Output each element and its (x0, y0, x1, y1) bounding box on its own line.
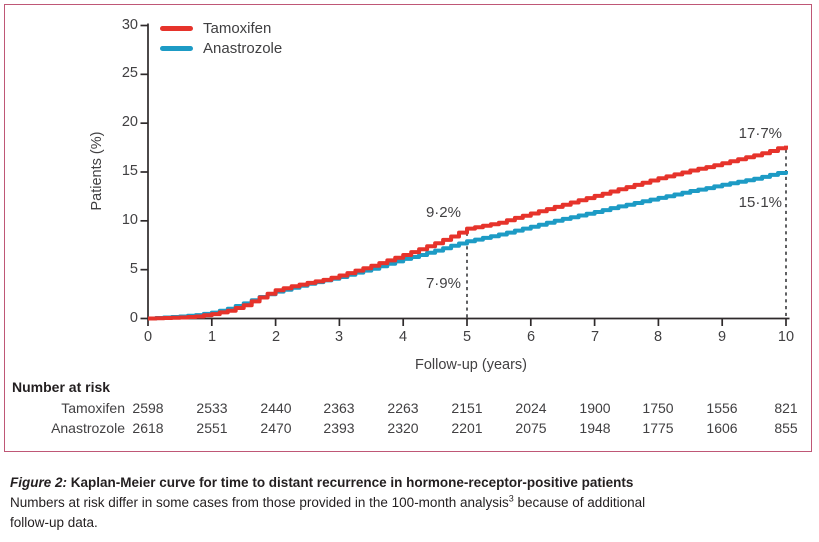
kaplan-meier-chart (140, 23, 790, 326)
annotation-anastrozole-5yr: 7·9% (425, 275, 461, 292)
risk-count: 2470 (260, 420, 292, 436)
risk-count: 1556 (706, 400, 738, 416)
caption-body-text-cont: because of additional (513, 495, 646, 510)
y-tick-label: 10 (121, 212, 138, 228)
risk-count: 2024 (515, 400, 547, 416)
risk-row-label-tamoxifen: Tamoxifen (61, 400, 125, 416)
figure-caption: Figure 2: Kaplan-Meier curve for time to… (10, 473, 770, 533)
risk-count: 2263 (387, 400, 419, 416)
annotation-tamoxifen-10yr: 17·7% (738, 125, 782, 142)
x-tick-label: 7 (590, 329, 600, 345)
tamoxifen-line-swatch (160, 25, 193, 31)
caption-figure-label: Figure 2: (10, 475, 68, 490)
risk-row-label-anastrozole: Anastrozole (51, 420, 125, 436)
risk-count: 1775 (642, 420, 674, 436)
x-axis-title: Follow-up (years) (415, 357, 527, 373)
legend-item-anastrozole: Anastrozole (160, 38, 282, 58)
risk-count: 1750 (642, 400, 674, 416)
legend-item-tamoxifen: Tamoxifen (160, 18, 282, 38)
y-tick-label: 20 (121, 114, 138, 130)
risk-count: 2393 (323, 420, 355, 436)
x-tick-label: 9 (717, 329, 727, 345)
x-tick-label: 4 (398, 329, 408, 345)
annotation-anastrozole-10yr: 15·1% (738, 194, 782, 211)
risk-count: 2551 (196, 420, 228, 436)
caption-title-line: Figure 2: Kaplan-Meier curve for time to… (10, 473, 770, 493)
annotation-tamoxifen-5yr: 9·2% (425, 204, 461, 221)
y-tick-label: 5 (129, 261, 138, 277)
x-tick-label: 5 (462, 329, 472, 345)
risk-count: 2533 (196, 400, 228, 416)
x-tick-label: 3 (334, 329, 344, 345)
caption-body-line: Numbers at risk differ in some cases fro… (10, 493, 770, 513)
y-axis-title: Patients (%) (89, 131, 105, 211)
x-tick-label: 2 (271, 329, 281, 345)
risk-count: 1900 (579, 400, 611, 416)
risk-count: 1606 (706, 420, 738, 436)
caption-last-line: follow-up data. (10, 515, 98, 530)
caption-title: Kaplan-Meier curve for time to distant r… (67, 475, 634, 490)
y-tick-label: 30 (121, 17, 138, 33)
risk-count: 855 (774, 420, 798, 436)
caption-body-text: Numbers at risk differ in some cases fro… (10, 495, 509, 510)
x-tick-label: 0 (143, 329, 153, 345)
y-tick-label: 15 (121, 163, 138, 179)
risk-count: 2618 (132, 420, 164, 436)
risk-count: 2363 (323, 400, 355, 416)
x-tick-label: 8 (653, 329, 663, 345)
anastrozole-line-swatch (160, 45, 193, 51)
number-at-risk-title: Number at risk (12, 379, 111, 395)
x-tick-label: 6 (526, 329, 536, 345)
legend: Tamoxifen Anastrozole (160, 18, 282, 58)
risk-count: 2320 (387, 420, 419, 436)
figure-panel-border (4, 4, 812, 452)
risk-count: 2440 (260, 400, 292, 416)
curve-tamoxifen (148, 145, 788, 321)
legend-label-anastrozole: Anastrozole (203, 39, 283, 57)
y-tick-label: 25 (121, 65, 138, 81)
risk-count: 821 (774, 400, 798, 416)
risk-count: 2201 (451, 420, 483, 436)
caption-reference-superscript: 3 (508, 493, 514, 504)
legend-label-tamoxifen: Tamoxifen (203, 19, 272, 37)
risk-count: 1948 (579, 420, 611, 436)
risk-count: 2598 (132, 400, 164, 416)
x-tick-label: 10 (777, 329, 795, 345)
risk-count: 2075 (515, 420, 547, 436)
y-tick-label: 0 (129, 310, 138, 326)
risk-count: 2151 (451, 400, 483, 416)
x-tick-label: 1 (207, 329, 217, 345)
